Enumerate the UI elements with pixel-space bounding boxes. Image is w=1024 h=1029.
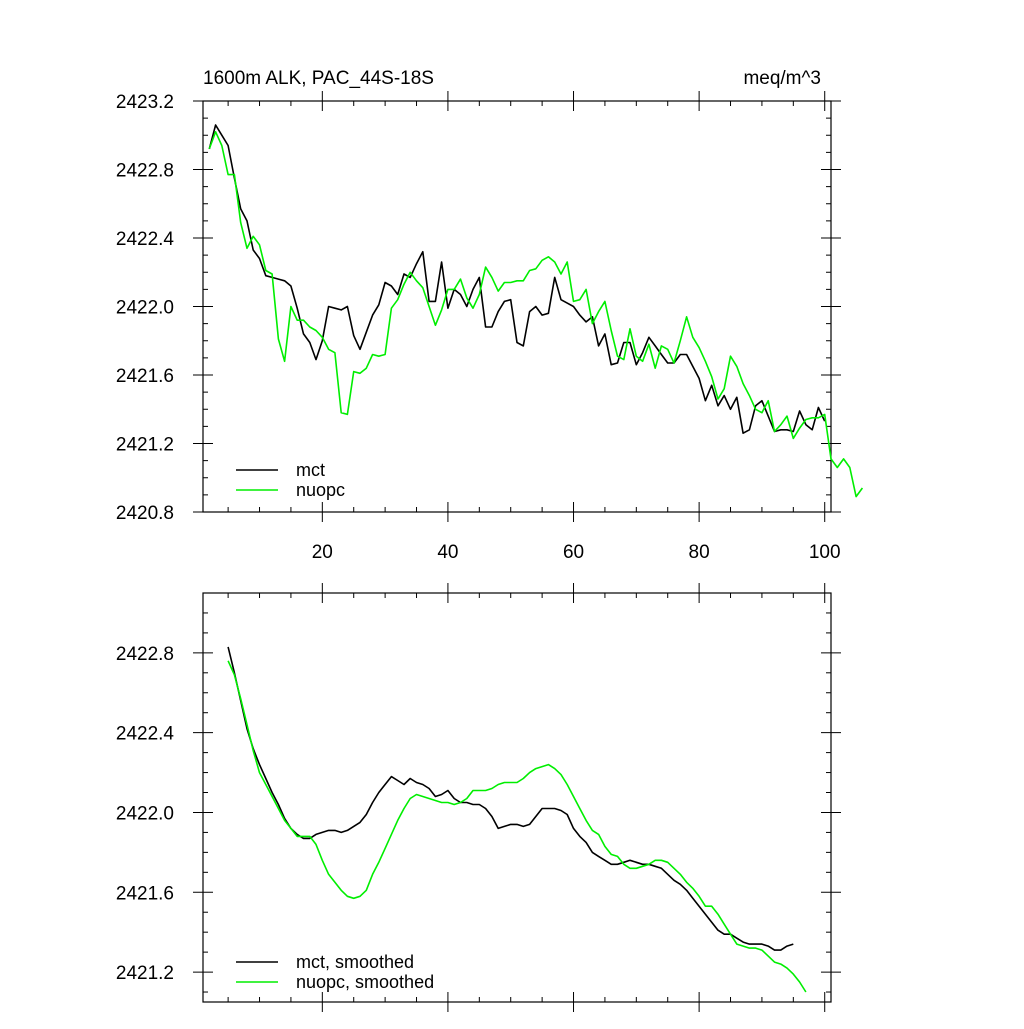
x-tick-label: 80 bbox=[689, 542, 710, 563]
y-tick-label: 2422.4 bbox=[116, 724, 175, 745]
x-tick-label: 100 bbox=[809, 542, 841, 563]
legend-label: nuopc bbox=[296, 480, 345, 500]
plot-frame bbox=[202, 592, 832, 1003]
y-tick-label: 2422.8 bbox=[116, 161, 174, 182]
y-tick-label: 2421.6 bbox=[116, 366, 174, 387]
y-tick-label: 2423.2 bbox=[116, 92, 174, 113]
bottom-panel: 2421.2 2421.6 2422.0 2422.4 2422.8 mct, smoot… bbox=[116, 583, 841, 1012]
y-tick-label: 2421.6 bbox=[116, 883, 174, 904]
y-tick-label: 2421.2 bbox=[116, 435, 174, 456]
y-tick-label: 2420.8 bbox=[116, 503, 174, 524]
legend-label: mct bbox=[296, 460, 325, 480]
y-tick-label: 2421.2 bbox=[116, 963, 174, 984]
x-tick-label: 40 bbox=[437, 542, 458, 563]
series-line-nuopc-smoothed bbox=[227, 660, 807, 993]
chart-title-left: 1600m ALK, PAC_44S-18S bbox=[203, 68, 434, 89]
series-line-mct bbox=[208, 124, 826, 435]
legend-label: nuopc, smoothed bbox=[296, 972, 434, 992]
top-panel: 1600m ALK, PAC_44S-18S meq/m^3 20 40 60 80 1… bbox=[116, 68, 864, 563]
y-tick-label: 2422.0 bbox=[116, 298, 174, 319]
x-tick-label: 20 bbox=[312, 542, 333, 563]
y-tick-label: 2422.0 bbox=[116, 803, 174, 824]
y-tick-label: 2422.8 bbox=[116, 644, 174, 665]
y-tick-label: 2422.4 bbox=[116, 229, 175, 250]
series-line-nuopc bbox=[208, 131, 864, 498]
legend-label: mct, smoothed bbox=[296, 952, 414, 972]
series-line-mct-smoothed bbox=[227, 646, 794, 951]
chart-title-right: meq/m^3 bbox=[743, 68, 821, 89]
x-tick-label: 60 bbox=[563, 542, 584, 563]
